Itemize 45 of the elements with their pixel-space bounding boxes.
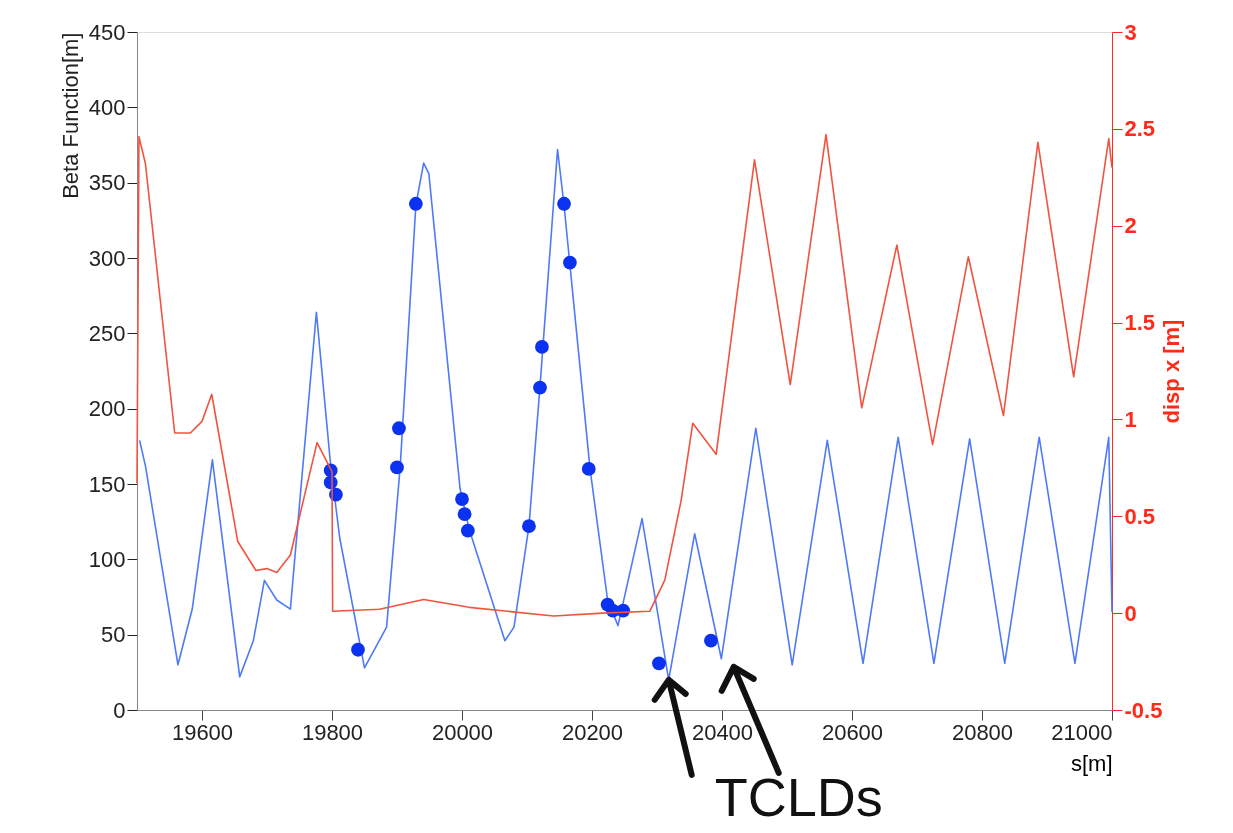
y-tick-label: 50	[101, 622, 126, 648]
point	[535, 340, 549, 354]
point	[522, 519, 536, 534]
point	[408, 196, 423, 211]
y-tick-label: 150	[88, 471, 126, 497]
y-tick-label: 200	[88, 396, 126, 422]
y-tick-label: 100	[88, 546, 126, 572]
y-tick-label: 250	[88, 320, 126, 346]
point	[652, 656, 666, 671]
y2-tick-label: 2.5	[1124, 116, 1156, 142]
y2-tick-label: 2	[1124, 213, 1137, 239]
y-tick-label: 450	[88, 19, 126, 45]
x-tick-label: 20000	[431, 719, 494, 745]
y2-tick-label: -0.5	[1124, 697, 1163, 723]
annotation: TCLDs	[714, 766, 883, 827]
x-tick-label: 20400	[691, 719, 754, 745]
x-axis-title: s[m]	[1070, 750, 1113, 776]
y-tick-label: 350	[88, 170, 126, 196]
point	[392, 421, 406, 436]
y2-tick-label: 0	[1124, 600, 1137, 626]
y-tick-label: 300	[88, 245, 126, 271]
point	[457, 507, 472, 522]
point	[351, 642, 365, 657]
y2-tick-label: 3	[1124, 19, 1137, 45]
y-tick-label: 400	[88, 94, 126, 120]
y-axis-title: Beta Function[m]	[57, 32, 83, 199]
x-tick-label: 19600	[171, 719, 234, 745]
y2-tick-label: 1.5	[1124, 310, 1156, 336]
point	[460, 523, 475, 538]
x-tick-label: 20800	[951, 719, 1014, 745]
point	[390, 460, 404, 475]
y2-tick-label: 0.5	[1124, 503, 1156, 529]
x-tick-label: 20600	[821, 719, 884, 745]
y-tick-label: 0	[113, 697, 126, 723]
point	[557, 196, 571, 211]
y2-axis-title: disp x [m]	[1159, 319, 1185, 424]
point	[581, 462, 596, 476]
y2-tick-label: 1	[1124, 406, 1137, 432]
point	[533, 380, 547, 395]
point	[563, 255, 577, 270]
x-tick-label: 21000	[1051, 719, 1113, 745]
x-tick-label: 19800	[301, 719, 364, 745]
point	[455, 492, 469, 506]
x-tick-label: 20200	[561, 719, 624, 745]
point	[704, 633, 718, 648]
